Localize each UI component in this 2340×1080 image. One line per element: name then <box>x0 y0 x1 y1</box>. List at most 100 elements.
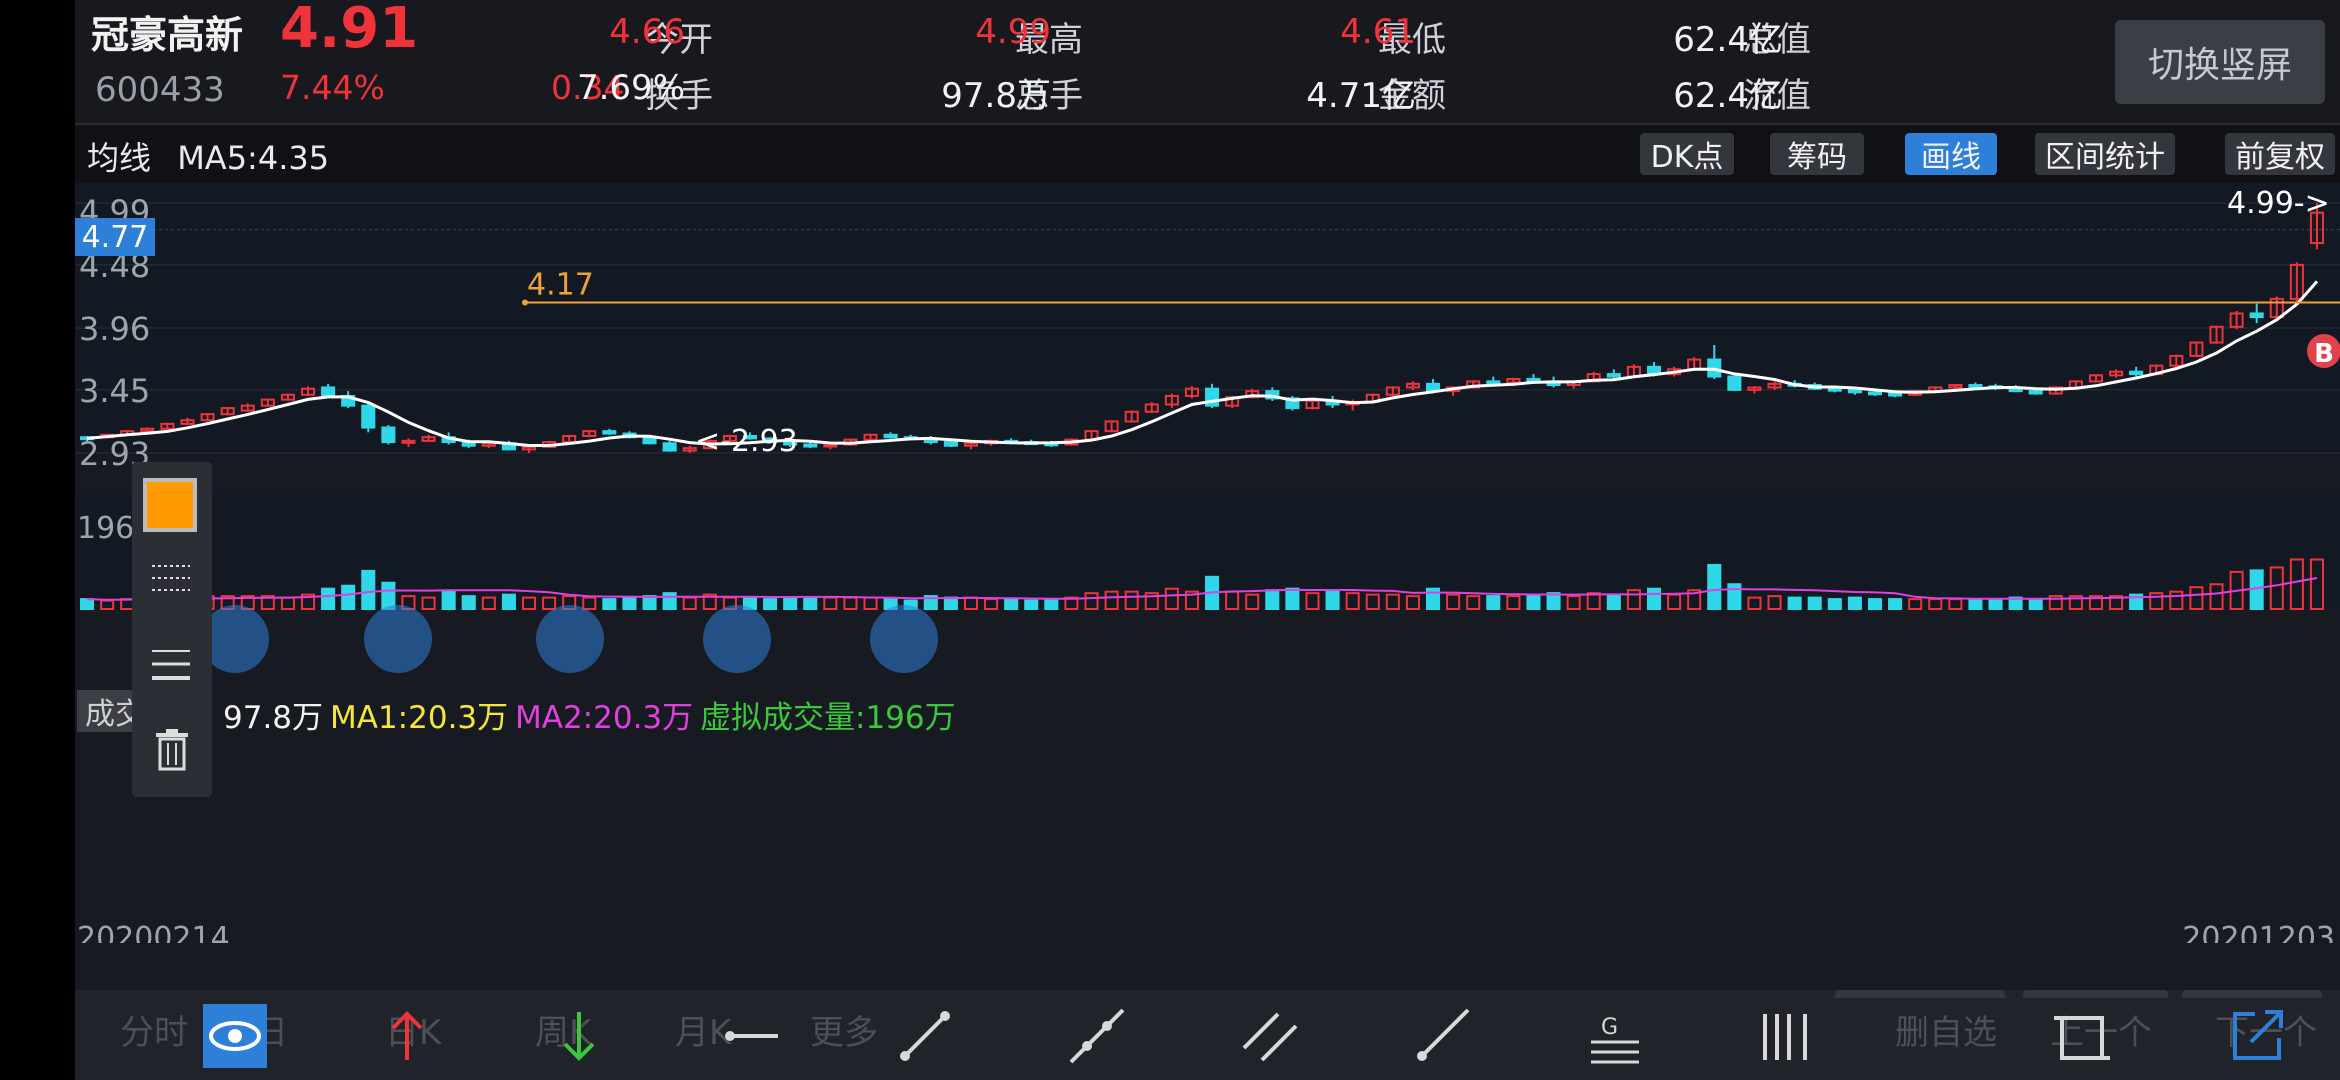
candle-body <box>742 435 758 440</box>
volume-bar <box>1365 593 1380 610</box>
date-end: 20201203 <box>2182 921 2335 943</box>
volume-bar <box>2289 558 2304 610</box>
line-style-icon[interactable] <box>150 562 194 602</box>
price-axis-label: 3.96 <box>79 310 150 348</box>
volume-value: 97.8万 <box>223 700 324 736</box>
candle-body <box>662 442 677 452</box>
candle-body <box>1747 386 1762 391</box>
volume-bar <box>1325 590 1340 610</box>
segment-icon[interactable] <box>893 1004 957 1068</box>
candle-body <box>301 387 316 396</box>
volume-bar <box>1888 598 1903 611</box>
candle-body <box>682 447 697 452</box>
candle-body <box>381 426 396 444</box>
candle-body <box>260 398 275 407</box>
nav-next[interactable]: 下一个 <box>2215 1013 2317 1053</box>
volume-bar <box>321 587 336 610</box>
ghost-tab <box>2023 990 2168 998</box>
volume-bar <box>1827 598 1842 611</box>
candle-body <box>1305 399 1320 410</box>
chip-draw-line[interactable]: 画线 <box>1905 133 1997 175</box>
delete-icon[interactable] <box>152 727 192 771</box>
color-swatch[interactable] <box>143 478 197 532</box>
price-panel-bg <box>75 183 2340 456</box>
nav-week-k[interactable]: 周K <box>535 1013 592 1053</box>
volume-ma2: MA2:20.3万 <box>515 700 694 736</box>
volume-bar <box>1285 587 1300 610</box>
volume-bar <box>1506 595 1521 611</box>
candle-body <box>220 407 235 416</box>
volume-bar <box>260 595 275 611</box>
volume-bar <box>461 595 476 611</box>
nav-more[interactable]: 更多 <box>810 1013 878 1053</box>
quote-label-low: 最低 <box>1378 20 1446 60</box>
rectangle-icon[interactable] <box>2050 1004 2114 1068</box>
volume-bar <box>1707 563 1722 611</box>
volume-bar <box>1908 598 1923 611</box>
candle-body <box>2209 325 2224 344</box>
hline-label: 4.17 <box>527 268 594 303</box>
switch-portrait-button[interactable]: 切换竖屏 <box>2115 20 2325 104</box>
ray-icon[interactable] <box>1410 1004 1474 1068</box>
quote-value-open: 4.66 <box>609 12 685 52</box>
volume-bar <box>1968 598 1983 611</box>
chip-adjust[interactable]: 前复权 <box>2225 133 2335 175</box>
volume-bar <box>943 596 958 610</box>
expand-icon[interactable] <box>2225 1004 2289 1068</box>
candle-body <box>2028 390 2043 395</box>
up-arrow-icon[interactable] <box>375 1004 439 1068</box>
draw-handles[interactable] <box>201 605 938 673</box>
horizontal-segment-icon[interactable] <box>720 1004 784 1068</box>
chip-chips[interactable]: 筹码 <box>1770 133 1864 175</box>
quote-value-float-value: 62.4亿 <box>1673 76 1783 116</box>
chip-dk-point[interactable]: DK点 <box>1640 133 1734 175</box>
volume-bar <box>1385 593 1400 610</box>
volume-bar <box>803 596 818 610</box>
candle-body <box>1486 380 1501 385</box>
candle-body <box>1948 384 1963 389</box>
line-width-icon[interactable] <box>150 647 194 687</box>
candle-body <box>2129 370 2144 376</box>
volume-header: 成交量 97.8万 MA1:20.3万 MA2:20.3万 虚拟成交量:196万 <box>75 686 2340 738</box>
down-arrow-icon[interactable] <box>547 1004 611 1068</box>
candle-body <box>421 436 436 442</box>
candle-body <box>2088 374 2103 383</box>
parallel-line-icon[interactable] <box>1238 1004 1302 1068</box>
volume-bar <box>1687 589 1702 611</box>
candle-body <box>1867 391 1883 396</box>
chip-range-stats[interactable]: 区间统计 <box>2035 133 2175 175</box>
volume-bar <box>1988 598 2003 611</box>
candle-body <box>280 393 295 401</box>
volume-bar <box>923 595 938 611</box>
nav-remove-watchlist[interactable]: 删自选 <box>1895 1013 1997 1053</box>
candle-body <box>401 439 416 444</box>
candle-body <box>722 435 737 442</box>
nav-intraday[interactable]: 分时 <box>120 1013 188 1053</box>
buy-marker[interactable]: B <box>2307 334 2340 369</box>
line-icon[interactable] <box>1065 1004 1129 1068</box>
gann-icon[interactable]: G <box>1583 1004 1647 1068</box>
volume-bar <box>441 590 456 610</box>
eye-icon[interactable] <box>203 1004 267 1068</box>
candle-body <box>1385 386 1400 396</box>
volume-bar <box>381 581 396 611</box>
quote-label-float-value: 流值 <box>1743 76 1811 116</box>
volume-bar <box>1867 598 1883 611</box>
vertical-lines-icon[interactable] <box>1755 1004 1819 1068</box>
quote-value-total-value: 62.4亿 <box>1673 20 1783 60</box>
candle-body <box>361 404 376 429</box>
volume-bar <box>1345 592 1360 611</box>
volume-bar <box>702 593 717 610</box>
kline-chart[interactable]: 4.17 4.99-> <-2.93 B 4.994.483.963.452.9… <box>75 183 2340 943</box>
candle-body <box>1847 388 1862 394</box>
candle-body <box>1405 382 1420 389</box>
ghost-tab <box>2182 990 2322 998</box>
hline-anchor[interactable] <box>522 299 528 306</box>
drawing-palette[interactable] <box>132 462 212 797</box>
nav-month-k[interactable]: 月K <box>675 1013 732 1053</box>
candle-body <box>180 419 195 425</box>
volume-bar <box>1405 595 1420 611</box>
candle-body <box>1104 420 1119 433</box>
volume-bar <box>542 596 557 610</box>
volume-bar <box>662 592 677 611</box>
